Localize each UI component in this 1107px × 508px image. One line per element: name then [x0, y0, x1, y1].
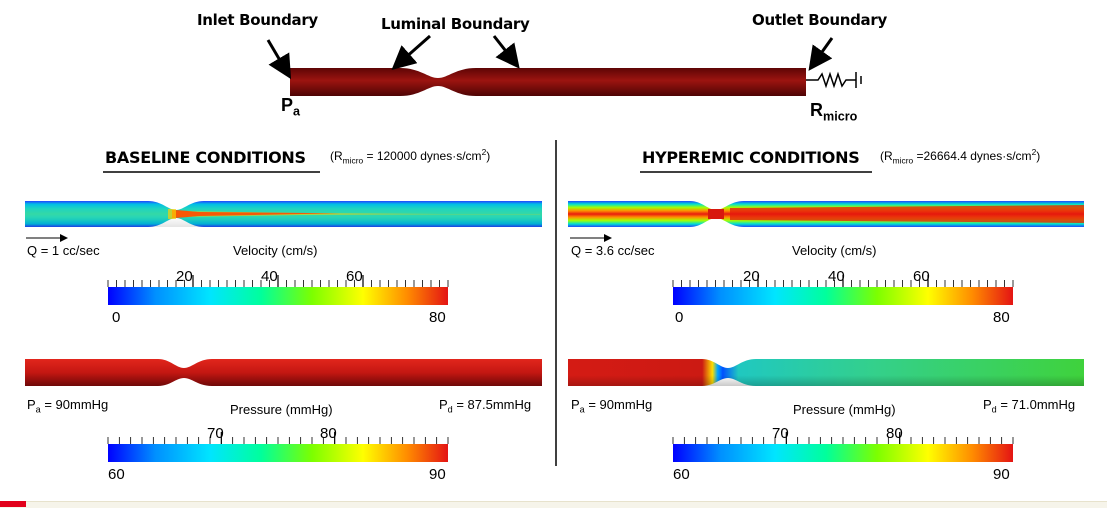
hyperemic-rmicro-equation: (Rmicro =26664.4 dynes·s/cm2)	[880, 147, 1041, 166]
hyperemic-pressure-shade	[568, 359, 1084, 386]
baseline-velocity-label: Velocity (cm/s)	[233, 243, 318, 258]
baseline-pressure-tick-80: 80	[320, 425, 337, 442]
footer-bar	[0, 501, 1107, 508]
hyperemic-pressure-tick-80: 80	[886, 425, 903, 442]
hyperemic-pressure-min: 60	[673, 466, 690, 483]
inlet-boundary-label: Inlet Boundary	[197, 11, 318, 29]
hyperemic-velocity-max: 80	[993, 309, 1010, 326]
baseline-pressure-max: 90	[429, 466, 446, 483]
resistor-icon	[806, 71, 862, 89]
baseline-velocity-tick-40: 40	[261, 268, 278, 285]
baseline-rmicro-equation: (Rmicro = 120000 dynes·s/cm2)	[330, 147, 491, 166]
baseline-pd-label: Pd = 87.5mmHg	[439, 397, 532, 415]
luminal-arrow-left	[391, 34, 431, 70]
hyperemic-title: HYPEREMIC CONDITIONS	[642, 148, 860, 167]
baseline-velocity-tick-20: 20	[176, 268, 193, 285]
hyperemic-velocity-tube	[568, 201, 1084, 227]
baseline-pressure-tick-70: 70	[207, 425, 224, 442]
hyperemic-velocity-tick-60: 60	[913, 268, 930, 285]
baseline-pa-label: Pa = 90mmHg	[27, 397, 109, 415]
baseline-velocity-min: 0	[112, 309, 121, 326]
vessel-schematic-top	[290, 68, 806, 96]
baseline-pressure-label: Pressure (mmHg)	[230, 402, 333, 417]
luminal-boundary-label: Luminal Boundary	[381, 15, 530, 33]
hyperemic-velocity-tick-40: 40	[828, 268, 845, 285]
hyperemic-pressure-label: Pressure (mmHg)	[793, 402, 896, 417]
hyperemic-pressure-max: 90	[993, 466, 1010, 483]
footer-accent	[0, 501, 26, 507]
baseline-pressure-min: 60	[108, 466, 125, 483]
baseline-velocity-tube	[25, 201, 542, 227]
hyperemic-pressure-tick-70: 70	[772, 425, 789, 442]
hyperemic-velocity-tick-20: 20	[743, 268, 760, 285]
baseline-velocity-max: 80	[429, 309, 446, 326]
hyperemic-velocity-colorbar	[672, 275, 1014, 305]
hyperemic-velocity-min: 0	[675, 309, 684, 326]
baseline-velocity-tick-60: 60	[346, 268, 363, 285]
baseline-pressure-tube	[25, 359, 542, 386]
top-pa-label: Pa	[281, 95, 301, 119]
hyperemic-pressure-colorbar	[672, 432, 1014, 462]
hyperemic-pa-label: Pa = 90mmHg	[571, 397, 653, 415]
top-rmicro-label: Rmicro	[810, 100, 858, 124]
baseline-velocity-colorbar	[107, 275, 449, 305]
hyperemic-pd-label: Pd = 71.0mmHg	[983, 397, 1076, 415]
outlet-boundary-label: Outlet Boundary	[752, 11, 887, 29]
outlet-arrow	[808, 37, 834, 71]
baseline-flow-label: Q = 1 cc/sec	[27, 243, 100, 258]
hyperemic-flow-label: Q = 3.6 cc/sec	[571, 243, 655, 258]
inlet-arrow	[266, 39, 292, 80]
baseline-title: BASELINE CONDITIONS	[105, 148, 306, 167]
baseline-pressure-colorbar	[107, 432, 449, 462]
hyperemic-velocity-label: Velocity (cm/s)	[792, 243, 877, 258]
luminal-arrow-right	[492, 35, 520, 69]
